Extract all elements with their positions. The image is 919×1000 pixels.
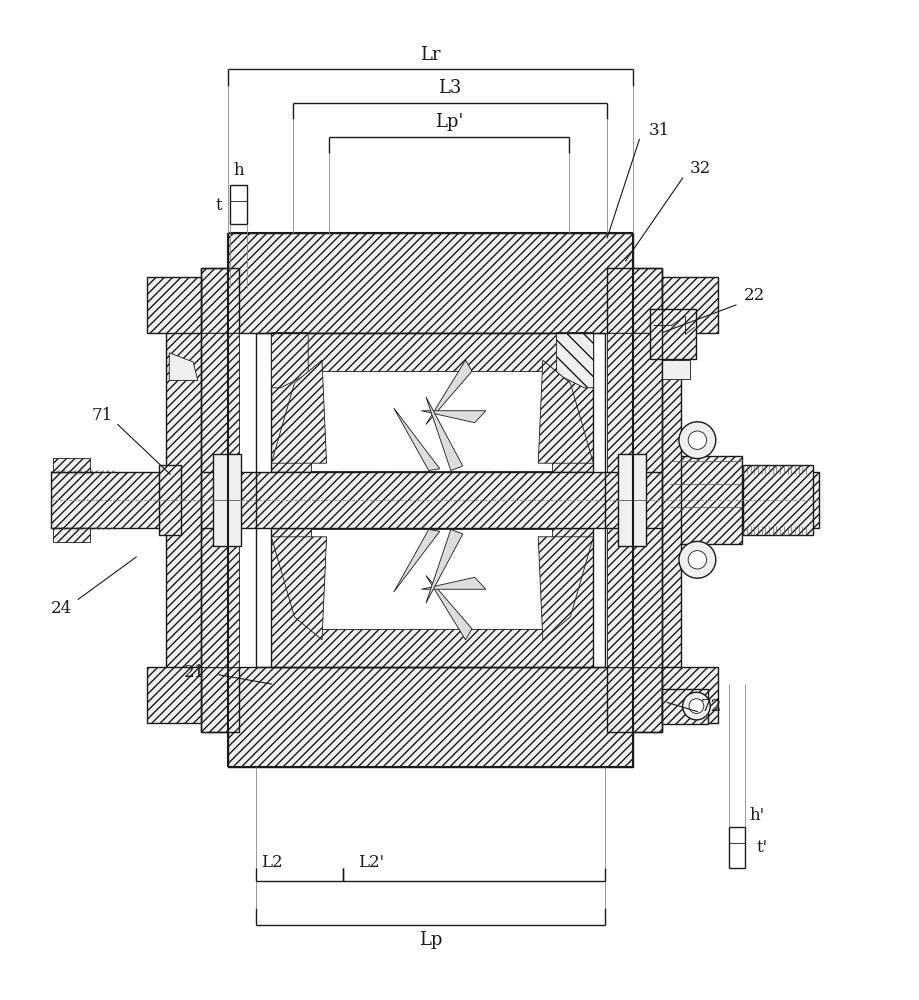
Bar <box>618 454 645 546</box>
Text: L3: L3 <box>437 79 461 97</box>
Bar <box>743 465 812 535</box>
Bar <box>662 689 708 724</box>
Polygon shape <box>393 408 439 471</box>
Bar <box>228 667 632 767</box>
Bar <box>618 454 645 546</box>
Circle shape <box>678 422 715 459</box>
Bar <box>311 529 551 629</box>
Circle shape <box>687 551 706 569</box>
Polygon shape <box>425 397 462 471</box>
Bar <box>200 667 239 732</box>
Text: 21: 21 <box>184 664 205 681</box>
Polygon shape <box>271 537 326 640</box>
Polygon shape <box>393 529 439 592</box>
Bar <box>662 360 689 379</box>
Bar <box>165 330 200 670</box>
Bar <box>51 472 818 528</box>
Polygon shape <box>425 529 462 603</box>
Circle shape <box>678 541 715 578</box>
Bar <box>53 528 90 542</box>
Text: 72: 72 <box>700 698 721 715</box>
Bar <box>228 233 632 333</box>
Text: 22: 22 <box>743 287 764 304</box>
Polygon shape <box>271 360 326 463</box>
Bar <box>159 465 181 535</box>
Polygon shape <box>271 333 308 388</box>
Text: 31: 31 <box>648 122 669 139</box>
Polygon shape <box>425 575 471 640</box>
Bar <box>271 333 593 472</box>
Text: 71: 71 <box>92 407 113 424</box>
Text: 32: 32 <box>689 160 710 177</box>
Bar <box>147 667 200 723</box>
Bar <box>669 456 741 544</box>
Bar <box>607 333 662 667</box>
Circle shape <box>688 699 703 713</box>
Bar <box>662 330 680 670</box>
Polygon shape <box>538 360 593 463</box>
Bar <box>213 454 241 546</box>
Text: h': h' <box>749 807 764 824</box>
Polygon shape <box>421 577 485 589</box>
Text: t': t' <box>755 839 766 856</box>
Polygon shape <box>538 537 593 640</box>
Text: L2: L2 <box>261 854 283 871</box>
Bar <box>271 528 593 667</box>
Circle shape <box>682 692 709 720</box>
Bar <box>311 371 551 471</box>
Bar <box>200 268 239 333</box>
Polygon shape <box>556 333 593 388</box>
Text: 24: 24 <box>51 600 72 617</box>
Bar <box>53 458 90 472</box>
Bar <box>662 667 717 723</box>
Polygon shape <box>421 411 485 423</box>
Bar <box>607 667 662 732</box>
Text: Lr: Lr <box>420 46 440 64</box>
Bar <box>200 333 239 667</box>
Bar <box>649 309 695 359</box>
Polygon shape <box>425 360 471 425</box>
Bar <box>213 454 241 546</box>
Bar <box>147 277 200 333</box>
Polygon shape <box>169 353 198 380</box>
Text: h: h <box>233 162 244 179</box>
Text: Lp': Lp' <box>435 113 462 131</box>
Bar <box>662 277 717 333</box>
Bar <box>607 268 662 333</box>
Text: Lp: Lp <box>418 931 442 949</box>
Text: t: t <box>215 197 222 214</box>
Bar <box>728 827 744 868</box>
Circle shape <box>687 431 706 449</box>
Bar <box>230 185 246 224</box>
Text: L2': L2' <box>357 854 383 871</box>
